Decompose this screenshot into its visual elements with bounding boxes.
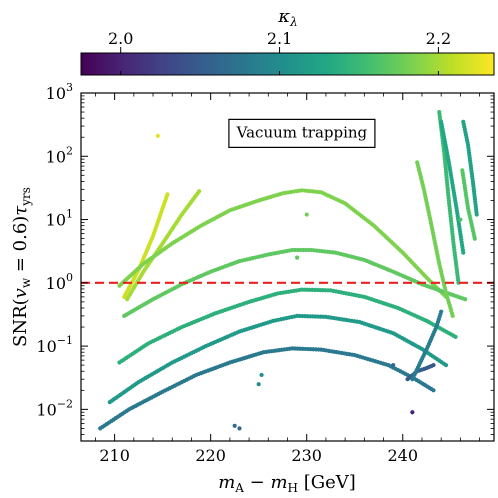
colorbar-label: κλ <box>277 6 297 29</box>
data-point-isolated <box>155 133 160 138</box>
y-axis-label: SNR(vw = 0.6)τyrs <box>10 187 33 347</box>
colorbar-tick-label: 2.2 <box>426 29 451 48</box>
plot-frame <box>81 93 494 441</box>
data-point-isolated <box>458 217 463 222</box>
annotation-text: Vacuum trapping <box>236 123 368 141</box>
y-tick-label: 101 <box>46 208 73 230</box>
x-tick-label: 210 <box>99 446 130 465</box>
scatter-points <box>98 109 479 431</box>
data-point-isolated <box>391 363 396 368</box>
data-point-isolated <box>232 423 237 428</box>
data-point <box>450 313 455 318</box>
data-point <box>461 250 466 255</box>
plot-border <box>80 92 495 442</box>
y-tick-label: 10−1 <box>36 334 73 356</box>
annotation-box: Vacuum trapping <box>228 118 376 148</box>
data-point-isolated <box>256 382 261 387</box>
data-point <box>439 309 444 314</box>
colorbar-tick-label: 2.0 <box>108 29 133 48</box>
colorbar-ticks: 2.0 2.1 2.2 <box>108 29 451 75</box>
data-point <box>431 388 436 393</box>
colorbar-tick-label: 2.1 <box>267 29 292 48</box>
x-axis-ticks: 210 220 230 240 <box>95 93 480 465</box>
colorbar-gradient <box>80 52 495 76</box>
x-axis-label: mA − mH [GeV] <box>218 472 356 495</box>
data-point <box>197 189 202 194</box>
data-point-isolated <box>237 426 242 431</box>
y-tick-label: 100 <box>46 271 73 293</box>
data-point <box>474 212 479 217</box>
annotation-frame <box>228 118 376 148</box>
data-point <box>453 334 458 339</box>
data-point-isolated <box>410 410 415 415</box>
data-point-isolated <box>295 255 300 260</box>
data-point <box>463 297 468 302</box>
y-tick-label: 102 <box>46 144 73 166</box>
plot-area: Vacuum trapping 210 220 230 240 10−2 10−1 100… <box>36 81 495 465</box>
data-point <box>443 363 449 368</box>
y-tick-label: 10−2 <box>36 397 73 419</box>
data-point-isolated <box>259 372 264 378</box>
data-point-isolated <box>304 212 309 217</box>
x-tick-label: 240 <box>387 446 418 465</box>
x-tick-label: 230 <box>291 446 322 465</box>
y-axis-ticks: 10−2 10−1 100 101 102 103 <box>36 81 494 435</box>
colorbar: 2.0 2.1 2.2 κλ <box>80 6 495 76</box>
x-tick-label: 220 <box>195 446 226 465</box>
data-point <box>431 363 436 368</box>
data-point <box>165 192 170 197</box>
y-tick-label: 103 <box>46 81 73 103</box>
data-point <box>472 236 477 241</box>
